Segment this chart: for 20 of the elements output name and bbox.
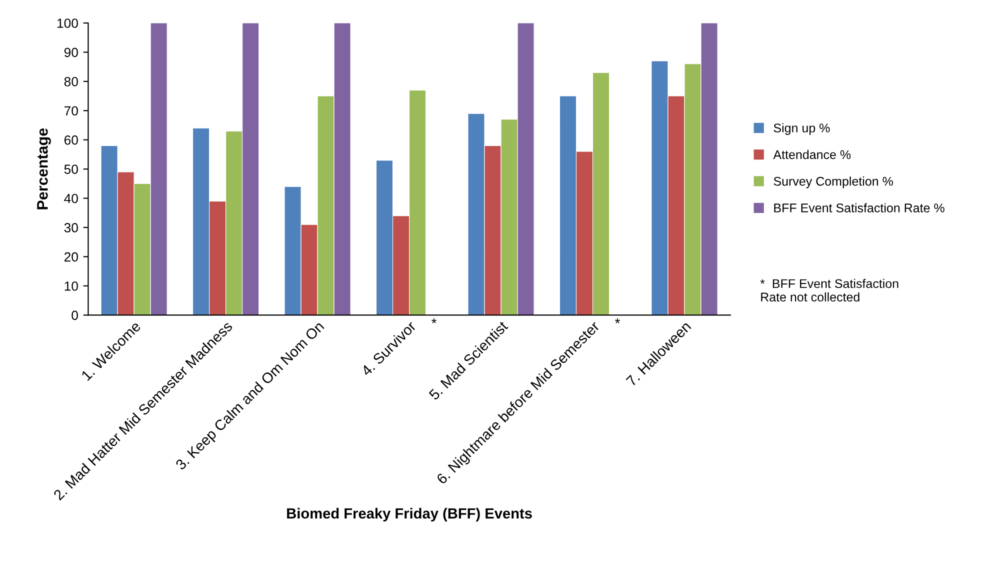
annotation: * (615, 318, 620, 324)
annotation: * (432, 318, 437, 324)
text: * BFF Event Satisfaction Rate not collected (760, 278, 898, 302)
y-tick-label: 60 (64, 135, 78, 145)
y-tick-label: 90 (64, 48, 78, 58)
y-axis-title: Percentage (37, 128, 51, 210)
legend-label: Sign up % (774, 123, 830, 135)
legend-label: Survey Completion % (774, 176, 893, 188)
y-tick-label: 80 (64, 76, 78, 86)
x-axis-title: Biomed Freaky Friday (BFF) Events (287, 508, 532, 522)
y-tick-label: 10 (64, 281, 78, 291)
y-tick-label: 50 (64, 164, 78, 174)
y-tick-label: 40 (64, 194, 78, 204)
y-tick-label: 100 (57, 18, 78, 28)
y-tick-label: 70 (64, 106, 78, 116)
y-tick-label: 0 (72, 310, 78, 320)
y-tick-label: 30 (64, 223, 78, 232)
y-tick-label: 20 (64, 252, 78, 262)
legend-label: Attendance % (773, 150, 851, 160)
legend-label: BFF Event Satisfaction Rate % (774, 203, 944, 212)
